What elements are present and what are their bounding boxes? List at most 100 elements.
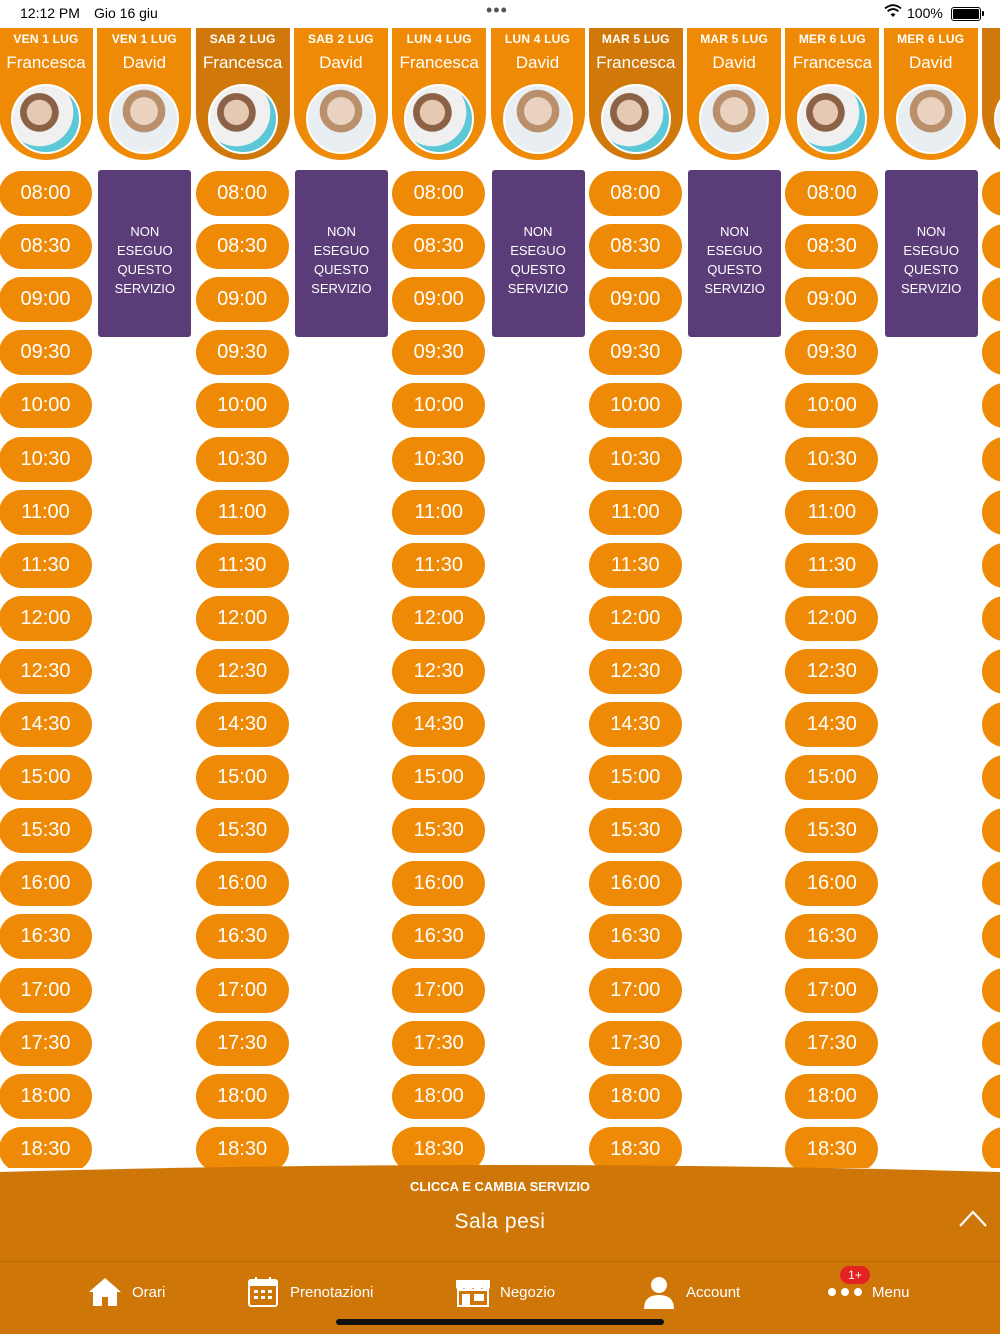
time-slot-button[interactable]	[982, 1073, 1000, 1119]
time-slot-button[interactable]: 15:00	[195, 755, 289, 801]
time-slot-button[interactable]: 17:30	[195, 1020, 289, 1066]
time-slot-button[interactable]: 15:30	[785, 808, 879, 854]
time-slot-button[interactable]	[982, 808, 1000, 854]
column-header[interactable]: Fr	[982, 28, 1000, 160]
time-slot-button[interactable]: 16:00	[392, 861, 486, 907]
time-slot-button[interactable]: 16:30	[785, 914, 879, 960]
time-slot-button[interactable]: 17:00	[0, 967, 92, 1013]
time-slot-button[interactable]: 15:00	[0, 755, 92, 801]
time-slot-button[interactable]: 10:30	[0, 436, 92, 482]
time-slot-button[interactable]: 17:30	[588, 1020, 682, 1066]
time-slot-button[interactable]: 12:00	[392, 595, 486, 641]
column-header[interactable]: VEN 1 LUG David	[97, 28, 192, 160]
time-slot-button[interactable]: 17:00	[392, 967, 486, 1013]
time-slot-button[interactable]: 11:00	[588, 489, 682, 535]
time-slot-button[interactable]: 10:00	[0, 383, 92, 429]
time-slot-button[interactable]: 12:30	[0, 648, 92, 694]
time-slot-button[interactable]: 09:00	[195, 277, 289, 323]
time-slot-button[interactable]: 15:00	[785, 755, 879, 801]
time-slot-button[interactable]: 14:30	[195, 702, 289, 747]
time-slot-button[interactable]	[982, 861, 1000, 907]
time-slot-button[interactable]: 11:30	[588, 542, 682, 588]
column-header[interactable]: LUN 4 LUG David	[490, 28, 585, 160]
time-slot-button[interactable]: 12:00	[785, 595, 879, 641]
time-slot-button[interactable]	[982, 489, 1000, 535]
column-header[interactable]: MER 6 LUG Francesca	[785, 28, 880, 160]
tab-menu[interactable]: Menu	[826, 1272, 910, 1312]
time-slot-button[interactable]: 18:30	[195, 1126, 289, 1168]
time-slot-button[interactable]	[982, 914, 1000, 960]
time-slot-button[interactable]: 11:30	[785, 542, 879, 588]
column-header[interactable]: MAR 5 LUG Francesca	[588, 28, 683, 160]
time-slot-button[interactable]: 10:30	[588, 436, 682, 482]
time-slot-button[interactable]: 18:00	[785, 1073, 879, 1119]
time-slot-button[interactable]: 09:00	[0, 277, 92, 323]
time-slot-button[interactable]: 09:30	[195, 330, 289, 376]
time-slot-button[interactable]: 11:00	[785, 489, 879, 535]
selected-service[interactable]: Sala pesi	[454, 1210, 546, 1233]
time-slot-button[interactable]: 11:00	[195, 489, 289, 535]
column-header[interactable]: VEN 1 LUG Francesca	[0, 28, 93, 160]
time-slot-button[interactable]: 10:00	[392, 383, 486, 429]
time-slot-button[interactable]: 08:00	[785, 171, 879, 216]
time-slot-button[interactable]: 09:00	[588, 277, 682, 323]
time-slot-button[interactable]: 11:00	[392, 489, 486, 535]
service-selector[interactable]: CLICCA E CAMBIA SERVIZIO Sala pesi	[0, 1164, 1000, 1261]
time-slot-button[interactable]: 14:30	[785, 702, 879, 747]
time-slot-button[interactable]: 15:00	[392, 755, 486, 801]
time-slot-button[interactable]: 18:00	[392, 1073, 486, 1119]
time-slot-button[interactable]	[982, 171, 1000, 216]
time-slot-button[interactable]: 08:30	[785, 224, 879, 270]
time-slot-button[interactable]: 18:30	[588, 1126, 682, 1168]
time-slot-button[interactable]: 09:30	[785, 330, 879, 376]
time-slot-button[interactable]: 18:30	[0, 1126, 92, 1168]
time-slot-button[interactable]: 09:00	[392, 277, 486, 323]
time-slot-button[interactable]: 10:30	[195, 436, 289, 482]
time-slot-button[interactable]: 09:30	[0, 330, 92, 376]
time-slot-button[interactable]: 16:30	[392, 914, 486, 960]
time-slot-button[interactable]: 16:00	[588, 861, 682, 907]
time-slot-button[interactable]	[982, 1126, 1000, 1168]
time-slot-button[interactable]: 09:30	[392, 330, 486, 376]
tab-prenotazioni[interactable]: Prenotazioni	[244, 1272, 373, 1312]
time-slot-button[interactable]: 08:30	[588, 224, 682, 270]
time-slot-button[interactable]: 11:00	[0, 489, 92, 535]
chevron-up-icon[interactable]	[958, 1206, 988, 1230]
time-slot-button[interactable]: 14:30	[0, 702, 92, 747]
time-slot-button[interactable]: 18:30	[785, 1126, 879, 1168]
home-indicator[interactable]	[336, 1319, 664, 1325]
time-slot-button[interactable]	[982, 702, 1000, 747]
time-slot-button[interactable]: 15:30	[195, 808, 289, 854]
time-slot-button[interactable]: 16:30	[195, 914, 289, 960]
time-slot-button[interactable]: 12:30	[785, 648, 879, 694]
column-header[interactable]: SAB 2 LUG Francesca	[195, 28, 290, 160]
time-slot-button[interactable]	[982, 967, 1000, 1013]
tab-negozio[interactable]: Negozio	[454, 1272, 555, 1312]
time-slot-button[interactable]: 10:00	[588, 383, 682, 429]
multitasking-dots-icon[interactable]: •••	[486, 0, 508, 20]
time-slot-button[interactable]: 09:00	[785, 277, 879, 323]
time-slot-button[interactable]: 15:00	[588, 755, 682, 801]
time-slot-button[interactable]: 08:30	[392, 224, 486, 270]
time-slot-button[interactable]: 18:00	[195, 1073, 289, 1119]
time-slot-button[interactable]: 17:00	[195, 967, 289, 1013]
time-slot-button[interactable]: 12:30	[392, 648, 486, 694]
time-slot-button[interactable]	[982, 330, 1000, 376]
time-slot-button[interactable]: 08:00	[0, 171, 92, 216]
time-slot-button[interactable]: 14:30	[392, 702, 486, 747]
column-header[interactable]: LUN 4 LUG Francesca	[392, 28, 487, 160]
time-slot-button[interactable]: 08:00	[588, 171, 682, 216]
time-slot-button[interactable]: 17:00	[588, 967, 682, 1013]
time-slot-button[interactable]	[982, 277, 1000, 323]
time-slot-button[interactable]: 08:30	[195, 224, 289, 270]
time-slot-button[interactable]: 08:00	[195, 171, 289, 216]
time-slot-button[interactable]: 11:30	[392, 542, 486, 588]
time-slot-button[interactable]: 11:30	[195, 542, 289, 588]
time-slot-button[interactable]: 08:30	[0, 224, 92, 270]
column-header[interactable]: MER 6 LUG David	[883, 28, 978, 160]
time-slot-button[interactable]	[982, 755, 1000, 801]
time-slot-button[interactable]	[982, 383, 1000, 429]
time-slot-button[interactable]: 15:30	[392, 808, 486, 854]
time-slot-button[interactable]: 09:30	[588, 330, 682, 376]
time-slot-button[interactable]: 10:30	[392, 436, 486, 482]
